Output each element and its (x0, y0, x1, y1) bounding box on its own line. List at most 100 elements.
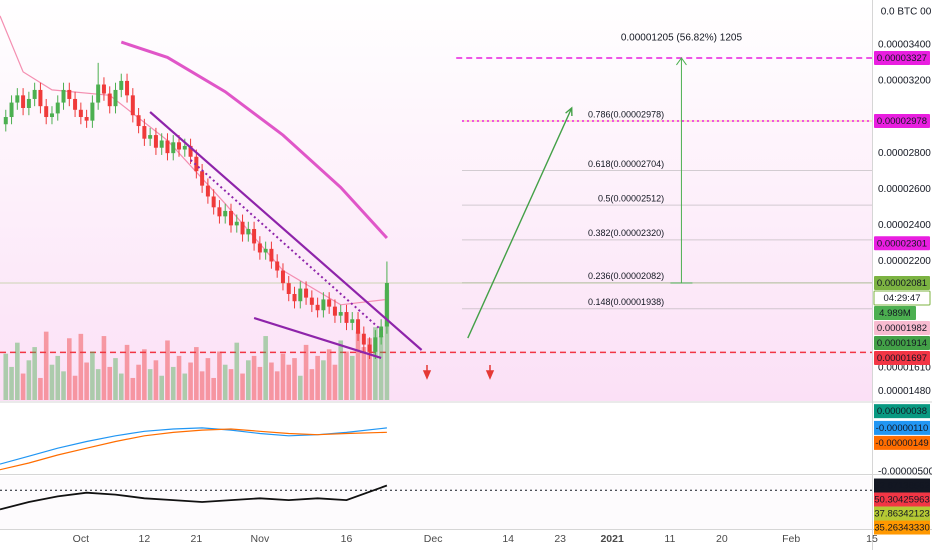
candle-body (61, 89, 66, 103)
candle-body (223, 210, 228, 217)
macd-plot (0, 427, 387, 471)
y-tick-label: 0.00002800 (878, 148, 931, 159)
volume-bar (136, 364, 141, 400)
candle-body (275, 261, 280, 271)
candle-body (252, 228, 257, 244)
volume-bar (361, 347, 367, 400)
rsi-badge-label: 35.26343330 (874, 523, 929, 534)
candle-body (257, 243, 262, 253)
candle-body (228, 210, 233, 226)
volume-bar (170, 366, 176, 400)
candle-body (188, 145, 193, 157)
volume-bar (326, 349, 332, 400)
candle-body (96, 84, 101, 103)
axis-layer: Oct 12 21 Nov 16 Dec 14 23 2021 11 20 Feb 15 0.000034… (73, 39, 932, 544)
volume-bar (246, 360, 251, 400)
main-pane (0, 0, 872, 401)
volume-bar (228, 369, 234, 400)
volume-bar (384, 290, 390, 400)
volume-bar (55, 355, 61, 400)
price-badge (874, 113, 930, 128)
volume-bar (263, 336, 268, 400)
candle-body (356, 319, 361, 334)
candle-body (101, 84, 106, 94)
arrow-head (565, 106, 573, 117)
volume-bar (118, 373, 124, 400)
candle-body (269, 248, 274, 262)
measure-label: 0.00001205 (56.82%) 1205 (621, 33, 743, 44)
volume-bar (240, 373, 245, 400)
candle-body (142, 126, 147, 139)
price-badge-label: 4.989M (879, 308, 911, 319)
candle-body (234, 221, 239, 226)
x-tick-label: 20 (716, 533, 728, 545)
trendline (149, 111, 423, 351)
x-tick-label: 23 (554, 533, 566, 545)
candle-body (211, 196, 216, 208)
candle-body (107, 93, 112, 107)
measure-head (676, 57, 687, 66)
volume-bar (9, 366, 14, 400)
volume-bar (188, 362, 193, 400)
macd-badge-label: 0.00000038 (877, 406, 927, 417)
rsi-line (0, 484, 388, 511)
y-tick-label: 0.00001610 (878, 363, 931, 374)
volume-bar (292, 358, 297, 400)
trendline (253, 316, 382, 359)
volume-bar (309, 369, 315, 400)
fib-label: 0.148(0.00001938) (588, 297, 664, 307)
price-badge-label: 0.00002081 (877, 278, 927, 289)
candle-body (240, 221, 245, 235)
candle-body (344, 312, 349, 323)
y-tick-label: 0.00003400 (878, 39, 931, 50)
fib-label: 0.618(0.00002704) (588, 159, 664, 169)
price-badge (874, 335, 930, 350)
candle-body (373, 337, 378, 352)
candle-body (21, 95, 26, 108)
candle-body (286, 283, 291, 294)
fib-label: 0.786(0.00002978) (588, 109, 664, 119)
candle-body (38, 89, 43, 107)
volume-bar (113, 358, 118, 400)
x-tick-label: Dec (424, 533, 443, 545)
candle-body (67, 89, 72, 99)
price-badge-label: 0.00003327 (877, 53, 927, 64)
candle-body (304, 288, 309, 298)
volume-bar (3, 353, 9, 400)
rsi-plot (0, 484, 872, 511)
volume-bar (182, 373, 188, 400)
macd-badge (874, 420, 930, 435)
x-tick-label: Nov (251, 533, 270, 545)
y-tick-label: 0.00002200 (878, 256, 931, 267)
candle-body (148, 135, 153, 139)
volume-bar (130, 377, 136, 400)
volume-bar (43, 331, 49, 400)
rsi-badge-label: 50.30425963 (874, 495, 929, 506)
signal-line (0, 428, 387, 471)
candle-body (361, 333, 366, 345)
candle-body (217, 207, 222, 217)
volume-bar (165, 340, 170, 400)
candle-body (298, 288, 303, 302)
volume-bar (199, 371, 205, 400)
volume-bar (211, 377, 216, 400)
macd-badge-label: -0.00000110 (876, 423, 929, 434)
y-tick-label: 0.00002600 (878, 184, 931, 195)
candle-body (73, 98, 78, 110)
candle-body (3, 117, 8, 125)
candle-body (153, 135, 158, 148)
candle-body (49, 113, 54, 118)
x-tick-label: 21 (191, 533, 203, 545)
volume-bar (349, 355, 355, 400)
candle-body (84, 117, 89, 121)
volume-bar (321, 360, 326, 400)
volume-bar (344, 351, 349, 400)
candle-body (15, 95, 20, 103)
volume-bar (280, 353, 286, 400)
volume-bar (234, 342, 240, 400)
candle-body (321, 299, 326, 311)
volume-bar (194, 347, 199, 400)
signal-arrow (422, 365, 432, 380)
